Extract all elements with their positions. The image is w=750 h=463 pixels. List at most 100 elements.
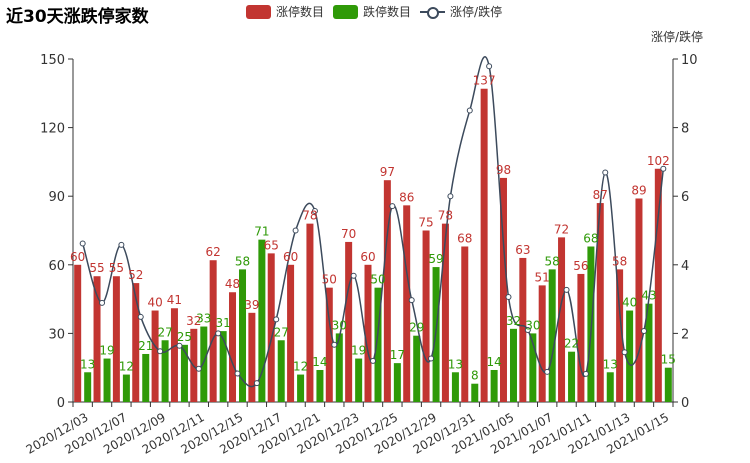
- ratio-point[interactable]: [311, 207, 318, 214]
- bar-limit-down[interactable]: [239, 269, 247, 402]
- data-label-limit-down: 14: [312, 355, 327, 369]
- bar-limit-up[interactable]: [229, 292, 237, 402]
- bar-limit-down[interactable]: [393, 363, 401, 402]
- bar-limit-down[interactable]: [509, 328, 517, 402]
- bar-limit-down[interactable]: [103, 358, 111, 402]
- ratio-point[interactable]: [466, 107, 473, 114]
- ratio-point[interactable]: [621, 349, 628, 356]
- ratio-point[interactable]: [215, 330, 222, 337]
- bar-limit-down[interactable]: [84, 372, 92, 402]
- ratio-point[interactable]: [524, 326, 531, 333]
- data-label-limit-down: 43: [641, 289, 656, 303]
- ratio-point[interactable]: [447, 193, 454, 200]
- legend-item-limit-down[interactable]: 跌停数目: [333, 3, 411, 20]
- ratio-point[interactable]: [563, 286, 570, 293]
- bar-limit-up[interactable]: [364, 264, 372, 402]
- bar-limit-down[interactable]: [548, 269, 556, 402]
- bar-limit-up[interactable]: [383, 180, 391, 402]
- ratio-point[interactable]: [292, 227, 299, 234]
- ratio-point[interactable]: [350, 272, 357, 279]
- ratio-point[interactable]: [176, 342, 183, 349]
- bar-limit-up[interactable]: [441, 223, 449, 402]
- bar-limit-up[interactable]: [209, 260, 217, 402]
- bar-limit-up[interactable]: [654, 168, 662, 402]
- ratio-point[interactable]: [505, 294, 512, 301]
- bar-limit-up[interactable]: [616, 269, 624, 402]
- ratio-point[interactable]: [331, 341, 338, 348]
- bar-limit-up[interactable]: [403, 205, 411, 402]
- ratio-point[interactable]: [389, 203, 396, 210]
- ratio-point[interactable]: [137, 313, 144, 320]
- bar-limit-up[interactable]: [74, 264, 82, 402]
- bar-limit-up[interactable]: [577, 273, 585, 402]
- bar-limit-up[interactable]: [345, 241, 353, 402]
- ratio-point[interactable]: [428, 355, 435, 362]
- bar-limit-down[interactable]: [451, 372, 459, 402]
- bar-limit-down[interactable]: [606, 372, 614, 402]
- ratio-point[interactable]: [118, 241, 125, 248]
- bar-limit-down[interactable]: [180, 344, 188, 402]
- bar-limit-down[interactable]: [219, 331, 227, 402]
- bar-limit-up[interactable]: [306, 223, 314, 402]
- bar-limit-down[interactable]: [471, 383, 479, 402]
- ratio-point[interactable]: [253, 380, 260, 387]
- bar-limit-down[interactable]: [664, 367, 672, 402]
- ratio-point[interactable]: [273, 316, 280, 323]
- bar-limit-down[interactable]: [142, 353, 150, 402]
- bar-limit-up[interactable]: [151, 310, 159, 402]
- bar-limit-up[interactable]: [461, 246, 469, 402]
- data-label-limit-up: 39: [244, 298, 259, 312]
- bar-limit-up[interactable]: [519, 257, 527, 402]
- bar-limit-down[interactable]: [200, 326, 208, 402]
- ratio-point[interactable]: [99, 299, 106, 306]
- bar-limit-up[interactable]: [93, 276, 101, 402]
- data-label-limit-down: 14: [486, 355, 501, 369]
- bar-limit-down[interactable]: [626, 310, 634, 402]
- bar-limit-up[interactable]: [112, 276, 120, 402]
- ratio-point[interactable]: [195, 365, 202, 372]
- bar-limit-up[interactable]: [267, 253, 275, 402]
- ratio-point[interactable]: [486, 63, 493, 70]
- bar-limit-down[interactable]: [122, 374, 130, 402]
- ratio-point[interactable]: [640, 327, 647, 334]
- bar-limit-up[interactable]: [248, 312, 256, 402]
- bar-limit-down[interactable]: [258, 239, 266, 402]
- ratio-point[interactable]: [544, 368, 551, 375]
- ratio-point[interactable]: [234, 370, 241, 377]
- bar-limit-down[interactable]: [297, 374, 305, 402]
- ratio-point[interactable]: [157, 348, 164, 355]
- ratio-point[interactable]: [79, 240, 86, 247]
- bar-limit-up[interactable]: [635, 198, 643, 402]
- bar-limit-up[interactable]: [558, 237, 566, 402]
- bar-limit-up[interactable]: [538, 285, 546, 402]
- ratio-point[interactable]: [582, 370, 589, 377]
- bar-limit-up[interactable]: [480, 88, 488, 402]
- bar-limit-up[interactable]: [596, 203, 604, 402]
- bar-limit-up[interactable]: [287, 264, 295, 402]
- bar-limit-up[interactable]: [325, 287, 333, 402]
- bar-limit-up[interactable]: [132, 283, 140, 402]
- bar-limit-down[interactable]: [316, 369, 324, 402]
- bar-limit-down[interactable]: [529, 333, 537, 402]
- bar-limit-down[interactable]: [490, 369, 498, 402]
- data-label-limit-up: 137: [473, 74, 496, 88]
- bar-limit-up[interactable]: [422, 230, 430, 403]
- ratio-point[interactable]: [660, 165, 667, 172]
- data-label-limit-up: 65: [264, 238, 279, 252]
- bar-limit-up[interactable]: [170, 308, 178, 402]
- ratio-point[interactable]: [370, 357, 376, 364]
- bar-limit-down[interactable]: [277, 340, 285, 402]
- bar-limit-down[interactable]: [161, 340, 169, 402]
- legend-item-limit-up[interactable]: 涨停数目: [246, 3, 324, 20]
- ratio-point[interactable]: [602, 169, 609, 176]
- legend-item-ratio[interactable]: 涨停/跌停: [420, 3, 502, 20]
- bar-limit-down[interactable]: [568, 351, 576, 402]
- bar-limit-up[interactable]: [499, 177, 507, 402]
- ratio-point[interactable]: [408, 297, 415, 304]
- y-left-tick-label: 60: [48, 259, 65, 274]
- bar-limit-down[interactable]: [355, 358, 363, 402]
- bar-limit-down[interactable]: [335, 333, 343, 402]
- bar-limit-down[interactable]: [413, 335, 421, 402]
- bar-limit-down[interactable]: [374, 287, 382, 402]
- bar-limit-down[interactable]: [645, 303, 653, 402]
